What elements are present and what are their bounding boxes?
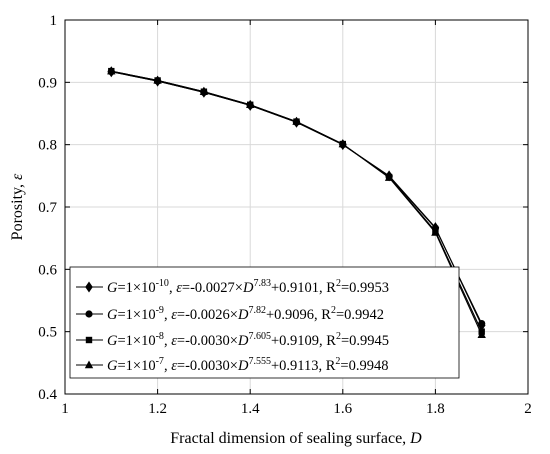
data-point [478,319,486,328]
y-tick-label: 0.5 [38,325,57,341]
legend-entry-2: G=1×10-9, ε=-0.0026×D7.82+0.9096, R2=0.9… [76,305,384,323]
legend-entry-1: G=1×10-10, ε=-0.0027×D7.83+0.9101, R2=0.… [76,278,389,296]
y-tick-label: 0.9 [38,75,57,91]
x-tick-label: 1.4 [241,401,260,417]
legend-box [69,266,460,379]
axis-ticks: 1 1.2 1.4 1.6 1.8 2 0.4 0.5 0.6 0.7 0.8 0.9 1 [38,13,532,417]
x-tick-label: 2 [524,401,532,417]
y-tick-label: 0.6 [38,262,57,278]
y-axis-title: Porosity, ε [9,173,26,240]
legend: G=1×10-10, ε=-0.0027×D7.83+0.9101, R2=0.… [69,266,460,379]
series-4 [107,66,486,338]
legend-entry-4: G=1×10-7, ε=-0.0030×D7.555+0.9113, R2=0.… [76,356,388,374]
data-point [338,139,347,148]
x-axis-title: Fractal dimension of sealing surface, D [170,430,422,447]
x-tick-label: 1 [61,401,69,417]
legend-label: G=1×10-10, ε=-0.0027×D7.83+0.9101, R2=0.… [107,278,389,296]
data-point [199,87,209,95]
x-tick-label: 1.8 [426,401,445,417]
legend-marker [85,310,93,318]
data-point [107,66,116,75]
y-tick-label: 0.8 [38,138,57,154]
x-tick-label: 1.6 [333,401,352,417]
legend-label: G=1×10-9, ε=-0.0026×D7.82+0.9096, R2=0.9… [107,305,384,323]
legend-entry-3: G=1×10-8, ε=-0.0030×D7.605+0.9109, R2=0.… [76,331,389,349]
legend-label: G=1×10-7, ε=-0.0030×D7.555+0.9113, R2=0.… [107,356,388,374]
x-tick-label: 1.2 [148,401,167,417]
y-tick-label: 1 [50,13,58,29]
legend-marker [85,281,93,293]
data-point [431,228,440,236]
y-tick-label: 0.4 [38,387,57,403]
data-point [384,173,394,181]
y-tick-label: 0.7 [38,200,57,216]
data-point [292,117,301,125]
data-point [246,100,255,108]
data-point [153,75,162,84]
series-layer [107,66,486,338]
legend-marker [84,360,94,369]
legend-marker [85,336,93,344]
data-point [477,330,486,338]
legend-label: G=1×10-8, ε=-0.0030×D7.605+0.9109, R2=0.… [107,331,389,349]
